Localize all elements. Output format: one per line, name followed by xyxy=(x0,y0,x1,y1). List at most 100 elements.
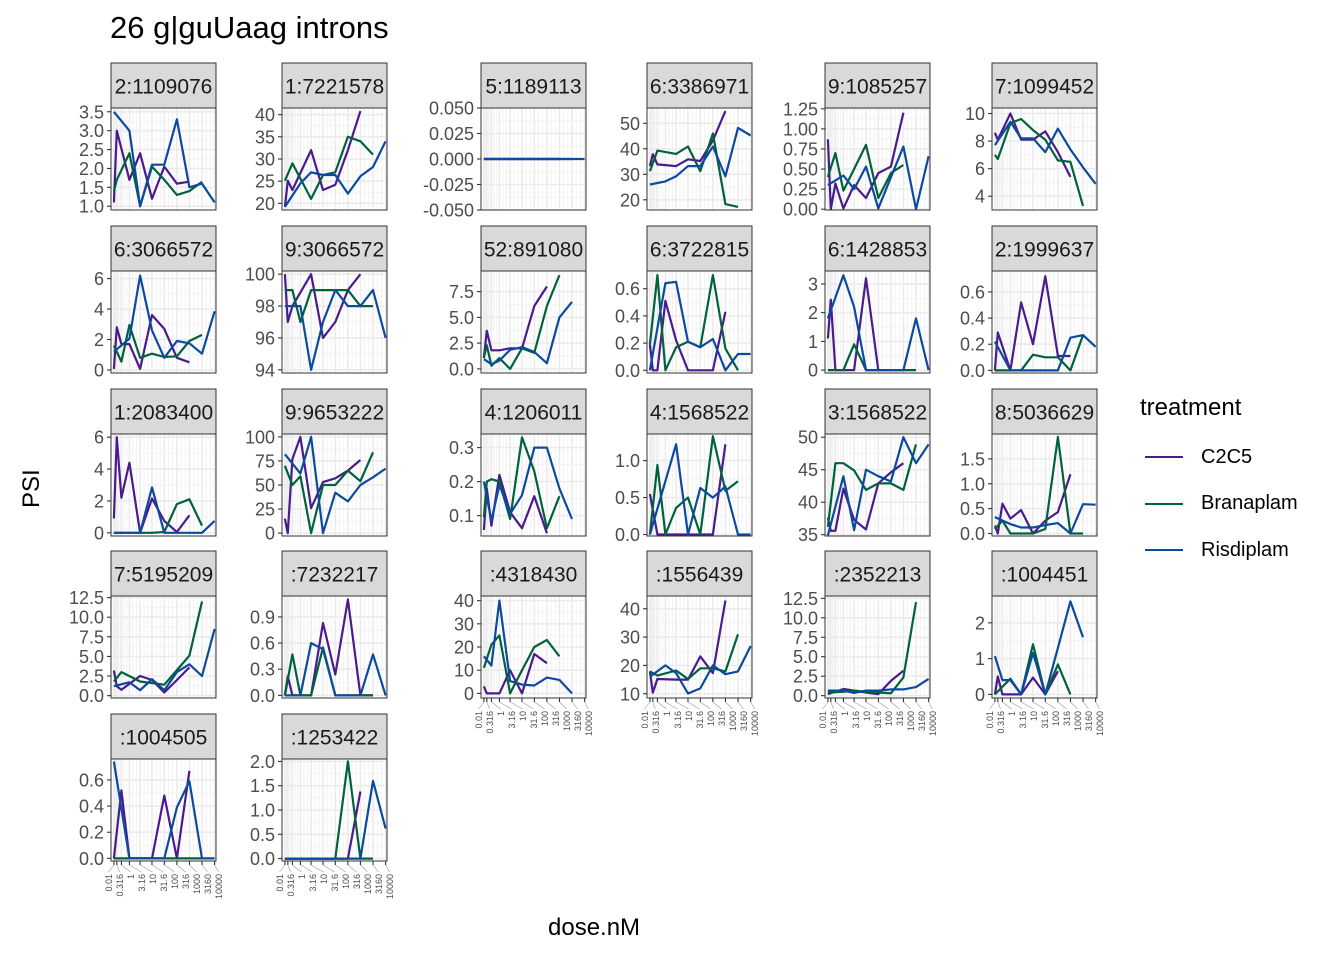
y-tick-label: 0.00 xyxy=(783,200,818,220)
panel-background xyxy=(647,108,752,210)
x-tick-leader xyxy=(750,701,755,710)
y-tick-label: 40 xyxy=(620,139,640,159)
y-tick-label: 0.25 xyxy=(783,180,818,200)
series-line-risdiplam xyxy=(113,486,216,534)
y-tick-label: 75 xyxy=(255,451,275,471)
series-line-c2c5 xyxy=(283,435,362,535)
x-tick-label: 316 xyxy=(895,711,905,726)
y-tick-label: 0.4 xyxy=(79,797,104,817)
strip-label: 2:1999637 xyxy=(995,239,1094,262)
x-tick-leader xyxy=(164,864,175,873)
x-tick-leader xyxy=(287,864,291,873)
y-tick-label: 2.5 xyxy=(79,140,104,160)
x-tick-label: 0.01 xyxy=(275,874,285,892)
y-tick-label: 6 xyxy=(94,428,104,448)
facet-panel: 8:5036629 0.0 0.5 1.0 1.5 xyxy=(960,388,1098,544)
series-line-c2c5 xyxy=(283,110,362,208)
x-tick-leader xyxy=(300,864,313,873)
legend-title: treatment xyxy=(1140,394,1242,421)
x-tick-label: 1000 xyxy=(363,874,373,894)
series-line-c2c5 xyxy=(482,652,548,695)
facet-panel: 9:3066572 94 96 98 100 xyxy=(245,225,388,380)
panel-border xyxy=(480,270,587,374)
x-tick-label: 3.16 xyxy=(137,874,147,892)
strip-label: :1004505 xyxy=(120,727,208,750)
x-tick-label: 100 xyxy=(170,874,180,889)
x-tick-leader xyxy=(360,864,368,873)
strip-label: 6:3722815 xyxy=(650,239,749,262)
y-tick-label: 0.2 xyxy=(449,472,474,492)
y-tick-label: 4 xyxy=(94,300,104,320)
y-tick-label: 8 xyxy=(975,132,985,152)
x-tick-leader xyxy=(835,701,845,710)
x-tick-leader xyxy=(830,701,834,710)
y-tick-label: 12.5 xyxy=(783,589,818,609)
x-tick-leader xyxy=(499,701,512,710)
y-tick-label: 0.2 xyxy=(79,823,104,843)
series-line-c2c5 xyxy=(826,462,905,532)
series-line-branaplam xyxy=(284,289,373,324)
y-tick-label: 50 xyxy=(620,114,640,134)
strip-background xyxy=(480,388,587,435)
series-line-c2c5 xyxy=(283,273,362,339)
x-tick-label: 1 xyxy=(496,711,506,716)
series-line-branaplam xyxy=(112,323,203,363)
x-tick-leader xyxy=(571,701,578,710)
panel-border xyxy=(281,595,388,699)
legend-key-risdiplam xyxy=(1145,549,1183,552)
x-tick-label: 31.6 xyxy=(1040,711,1050,729)
series-line-risdiplam xyxy=(827,677,930,695)
y-tick-label: 0.6 xyxy=(960,282,985,302)
legend-item-branaplam: Branaplam xyxy=(1140,481,1298,528)
series-line-branaplam xyxy=(826,444,918,528)
strip-label: :1556439 xyxy=(656,564,744,587)
x-tick-label: 10 xyxy=(148,874,158,884)
y-tick-label: 100 xyxy=(245,265,275,285)
x-tick-leader xyxy=(129,864,142,873)
x-tick-leader xyxy=(347,864,357,873)
series-line-risdiplam xyxy=(113,274,216,359)
x-tick-label: 100 xyxy=(540,711,550,726)
x-tick-label: 1 xyxy=(297,874,307,879)
y-tick-label: 0.0 xyxy=(79,686,104,706)
x-tick-leader xyxy=(176,864,186,873)
x-tick-label: 316 xyxy=(551,711,561,726)
panel-border xyxy=(110,758,217,862)
strip-label: 9:3066572 xyxy=(285,239,384,262)
y-tick-label: 25 xyxy=(255,500,275,520)
y-tick-label: 2.5 xyxy=(793,667,818,687)
x-tick-label: 0.316 xyxy=(651,711,661,734)
series-line-branaplam xyxy=(283,451,375,535)
series-line-c2c5 xyxy=(482,473,548,534)
y-tick-label: 0 xyxy=(265,524,275,544)
x-tick-leader xyxy=(928,701,933,710)
panel-border xyxy=(110,270,217,374)
chart-title: 26 g|guUaag introns xyxy=(110,10,389,45)
facet-panel: 7:1099452 4 6 8 10 xyxy=(965,62,1098,211)
strip-background xyxy=(480,550,587,597)
strip-background xyxy=(480,62,587,109)
y-tick-label: 4 xyxy=(975,187,985,207)
legend-key-branaplam xyxy=(1145,502,1183,505)
x-tick-leader xyxy=(989,701,996,710)
strip-background xyxy=(824,62,931,109)
series-line-risdiplam xyxy=(113,628,216,692)
x-tick-leader xyxy=(108,864,115,873)
facet-panel: 52:891080 0.0 2.5 5.0 7.5 xyxy=(449,225,587,379)
y-tick-label: 0.75 xyxy=(783,139,818,159)
y-tick-label: 1.00 xyxy=(783,119,818,139)
x-tick-label: 0.01 xyxy=(640,711,650,729)
y-tick-label: 6 xyxy=(975,159,985,179)
y-tick-label: 0.6 xyxy=(250,634,275,654)
x-tick-label: 31.6 xyxy=(330,874,340,892)
x-tick-label: 0.01 xyxy=(104,874,114,892)
x-tick-label: 31.6 xyxy=(695,711,705,729)
y-tick-label: 5.0 xyxy=(793,647,818,667)
y-tick-label: 10.0 xyxy=(69,608,104,628)
y-tick-label: 0.5 xyxy=(250,825,275,845)
x-tick-label: 1000 xyxy=(728,711,738,731)
strip-label: 7:1099452 xyxy=(995,76,1094,99)
